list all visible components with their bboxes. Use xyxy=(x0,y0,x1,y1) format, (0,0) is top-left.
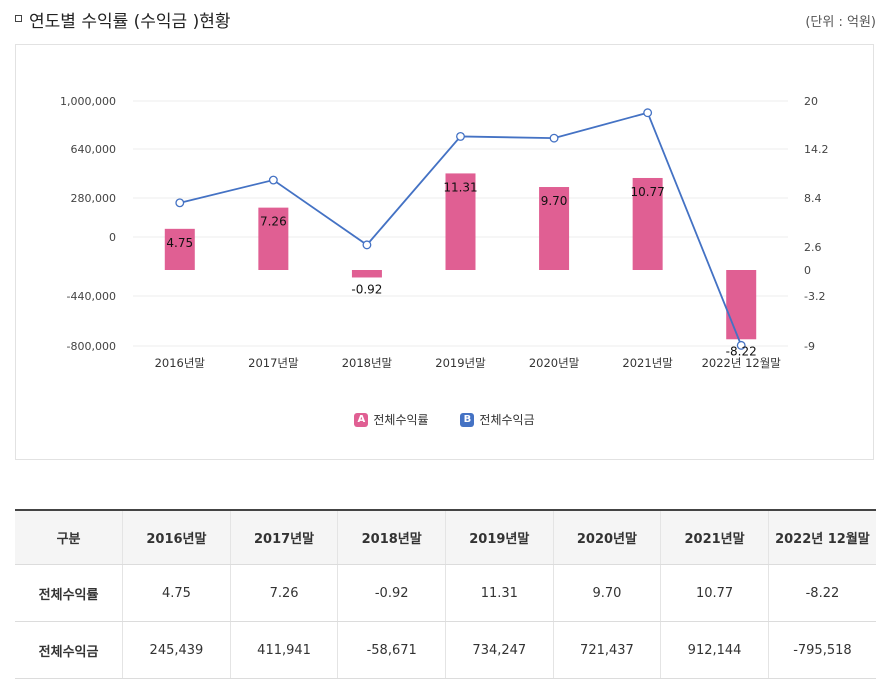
table-header-cell: 2022년 12월말 xyxy=(767,510,876,565)
x-axis-tick-label: 2019년말 xyxy=(435,356,486,370)
right-axis-tick-label: 14.2 xyxy=(804,143,829,156)
bar-data-label: 10.77 xyxy=(630,185,664,199)
table-cell: 10.77 xyxy=(660,564,769,622)
table-cell: 9.70 xyxy=(552,564,661,622)
table-row: 전체수익률 4.75 7.26 -0.92 11.31 9.70 10.77 -… xyxy=(15,564,876,622)
right-axis-tick-label: 8.4 xyxy=(804,192,822,205)
left-axis-tick-label: 640,000 xyxy=(71,143,117,156)
line-point xyxy=(643,108,653,118)
right-axis-tick-label: -9 xyxy=(804,340,815,353)
chart-panel: 1,000,000 640,000 280,000 0 -440,000 -800,000… xyxy=(15,44,874,460)
line-point xyxy=(456,131,465,141)
bar xyxy=(632,177,663,270)
bar xyxy=(351,270,382,278)
unit-label: (단위 : 억원) xyxy=(805,15,876,30)
line-point xyxy=(175,198,185,208)
table-cell: 245,439 xyxy=(122,621,231,679)
table-row: 전체수익금 245,439 411,941 -58,671 734,247 72… xyxy=(15,621,876,679)
legend-item-profit[interactable]: B 전체수익금 xyxy=(460,411,535,428)
table-cell: -795,518 xyxy=(767,621,876,679)
legend-item-rate[interactable]: A 전체수익률 xyxy=(354,411,429,428)
summary-table: 구분 2016년말 2017년말 2018년말 2019년말 2020년말 20… xyxy=(15,509,876,679)
left-axis-tick-label: -440,000 xyxy=(67,290,116,303)
table-cell: 721,437 xyxy=(552,621,661,679)
table-cell: 7.26 xyxy=(229,564,338,622)
section-header: 연도별 수익률 (수익금 )현황 (단위 : 억원) xyxy=(15,6,876,32)
legend-badge-b: B xyxy=(460,412,475,427)
table-header-cell: 구분 xyxy=(15,510,123,565)
line-point xyxy=(549,133,559,143)
table-cell: 4.75 xyxy=(122,564,231,622)
left-axis-tick-label: -800,000 xyxy=(67,340,116,353)
x-axis-tick-label: 2017년말 xyxy=(248,356,299,370)
section-title: 연도별 수익률 (수익금 )현황 xyxy=(29,12,231,32)
table-cell: 734,247 xyxy=(445,621,554,679)
x-axis-tick-label: 2018년말 xyxy=(342,356,393,370)
table-header-row: 구분 2016년말 2017년말 2018년말 2019년말 2020년말 20… xyxy=(15,510,876,565)
bar xyxy=(445,173,476,270)
left-axis-tick-label: 1,000,000 xyxy=(60,95,116,108)
table-cell: 912,144 xyxy=(660,621,769,679)
table-header-cell: 2019년말 xyxy=(445,510,554,565)
bar-data-label: 11.31 xyxy=(443,180,477,194)
line-point xyxy=(362,240,372,250)
x-axis-tick-label: 2021년말 xyxy=(622,356,673,370)
line-point xyxy=(268,175,278,185)
right-axis-tick-label: 2.6 xyxy=(804,241,822,254)
line-point xyxy=(736,340,746,350)
right-axis-tick-label: 20 xyxy=(804,95,818,108)
table-header-cell: 2017년말 xyxy=(229,510,338,565)
bar xyxy=(539,187,570,270)
bar-data-label: -8.22 xyxy=(726,344,757,358)
table-header-cell: 2020년말 xyxy=(552,510,661,565)
summary-table-wrap: 구분 2016년말 2017년말 2018년말 2019년말 2020년말 20… xyxy=(15,509,876,679)
legend-label-rate: 전체수익률 xyxy=(373,413,429,427)
combo-chart: 1,000,000 640,000 280,000 0 -440,000 -800,000… xyxy=(60,95,829,370)
x-axis-tick-label: 2016년말 xyxy=(155,356,206,370)
table-row-head: 전체수익률 xyxy=(15,564,123,622)
table-cell: -8.22 xyxy=(767,564,876,622)
bullet-icon xyxy=(15,15,22,22)
table-cell: 11.31 xyxy=(445,564,554,622)
x-axis-tick-label: 2022년 12월말 xyxy=(702,356,782,370)
left-axis-tick-label: 0 xyxy=(109,231,116,244)
left-axis-tick-label: 280,000 xyxy=(71,192,117,205)
bar xyxy=(164,228,195,270)
table-row-head: 전체수익금 xyxy=(15,621,123,679)
bar-data-label: 9.70 xyxy=(541,194,568,208)
bar-data-label: 4.75 xyxy=(166,236,193,250)
bar-data-label: 7.26 xyxy=(260,215,287,229)
bar xyxy=(726,270,757,340)
right-axis-tick-label: -3.2 xyxy=(804,290,825,303)
bar xyxy=(258,207,289,270)
table-header-cell: 2018년말 xyxy=(337,510,446,565)
right-axis-tick-label: 0 xyxy=(804,264,811,277)
legend-badge-a: A xyxy=(354,412,369,427)
table-header-cell: 2016년말 xyxy=(122,510,231,565)
table-cell: -0.92 xyxy=(337,564,446,622)
table-cell: 411,941 xyxy=(229,621,338,679)
bar-data-label: -0.92 xyxy=(351,282,382,296)
chart-legend: A 전체수익률 B 전체수익금 xyxy=(16,411,873,433)
table-cell: -58,671 xyxy=(337,621,446,679)
x-axis-tick-label: 2020년말 xyxy=(529,356,580,370)
legend-label-profit: 전체수익금 xyxy=(479,413,535,427)
table-header-cell: 2021년말 xyxy=(660,510,769,565)
